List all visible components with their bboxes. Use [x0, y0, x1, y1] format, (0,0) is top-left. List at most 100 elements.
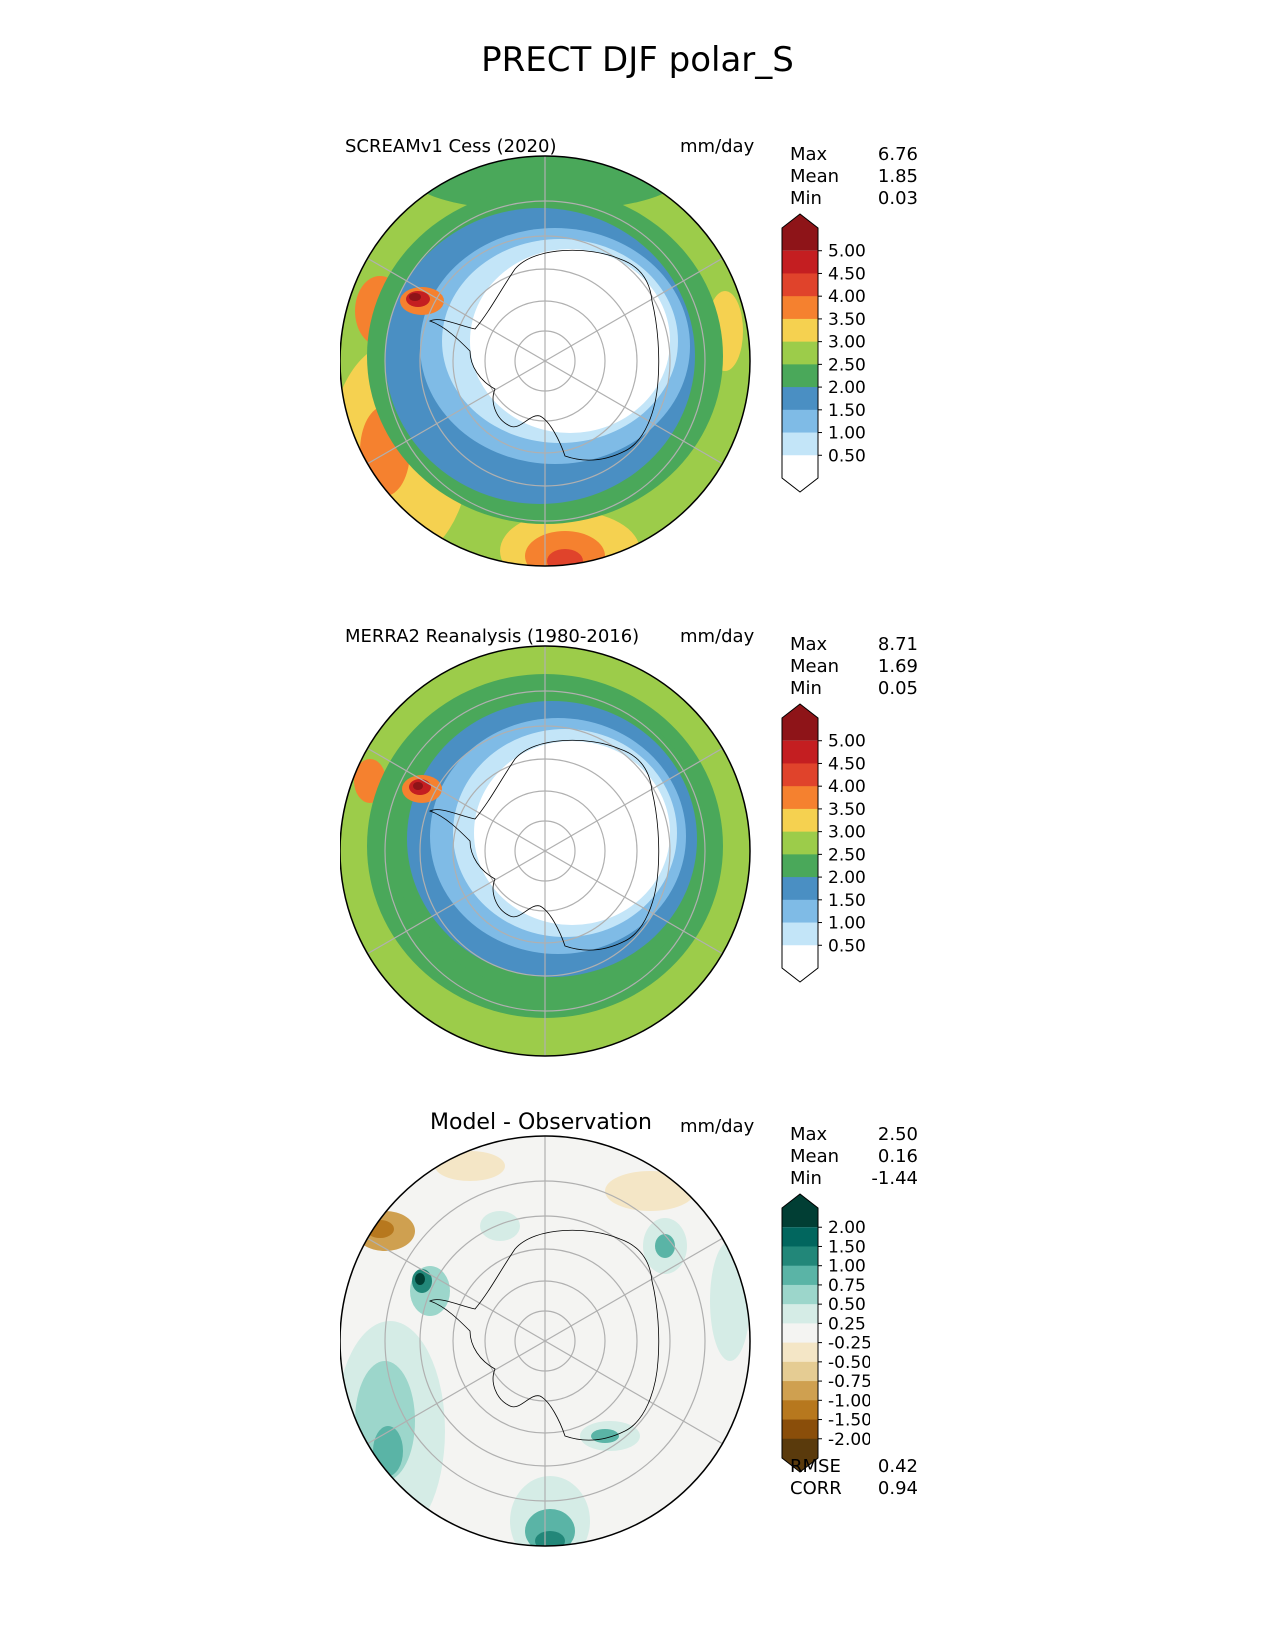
stat-label: Max — [790, 634, 828, 655]
units-label: mm/day — [680, 136, 755, 157]
coastline — [428, 739, 660, 951]
colorbar-swatch — [782, 455, 818, 492]
colorbar-tick-label: 2.00 — [828, 378, 866, 398]
colorbar-tick-label: 5.00 — [828, 732, 866, 752]
colorbar-swatch — [782, 1284, 818, 1305]
error-stats-block: RMSE 0.42 CORR 0.94 — [790, 1456, 918, 1500]
stat-label: CORR — [790, 1478, 842, 1499]
stat-value: 0.94 — [877, 1478, 918, 1499]
colorbar-tick-label: 3.00 — [828, 333, 866, 353]
colorbar-tick-label: 3.50 — [828, 800, 866, 820]
colorbar: 5.004.50 4.00 3.50 3.002.50 2.00 1.50 1.000.50 — [781, 703, 866, 983]
colorbar-swatch — [782, 786, 818, 810]
stat-label: Max — [790, 1124, 828, 1145]
colorbar-swatch — [782, 1400, 818, 1421]
colorbar-swatch — [782, 899, 818, 924]
stat-value: 6.76 — [877, 144, 918, 165]
colorbar-tick-label: 0.75 — [828, 1276, 866, 1296]
stat-value: -1.44 — [871, 1168, 918, 1189]
colorbar-swatch — [782, 341, 818, 365]
colorbar-tick-label: 1.00 — [828, 1257, 866, 1277]
colorbar-outline — [781, 213, 819, 493]
stat-value: 0.05 — [877, 678, 918, 699]
coastline — [428, 249, 660, 461]
colorbar-swatch — [782, 808, 818, 833]
colorbar-swatch — [782, 763, 818, 787]
polar-map-difference — [340, 1135, 751, 1547]
colorbar-swatch — [782, 854, 818, 878]
stat-label: Max — [790, 144, 828, 165]
stat-value: 0.03 — [877, 188, 918, 209]
colorbar-tick-label: 0.25 — [828, 1314, 866, 1334]
colorbar-tick-label: -0.75 — [828, 1372, 870, 1392]
figure-title: PRECT DJF polar_S — [481, 40, 794, 80]
colorbar-tick-label: -0.50 — [828, 1353, 870, 1373]
colorbar-swatch — [782, 432, 818, 456]
colorbar-tick-label: 1.50 — [828, 1237, 866, 1257]
units-label: mm/day — [680, 1116, 755, 1137]
panel-title: MERRA2 Reanalysis (1980-2016) — [345, 626, 640, 647]
colorbar-ticks: 5.004.50 4.00 3.50 3.002.50 2.00 1.50 1.000.50 — [818, 732, 866, 956]
colorbar-swatch — [782, 877, 818, 901]
colorbar-tick-label: 1.50 — [828, 401, 866, 421]
colorbar-swatch — [782, 1342, 818, 1363]
colorbar-swatch — [782, 250, 818, 274]
colorbar-swatch — [782, 1194, 818, 1228]
polar-map-observation — [340, 645, 751, 1057]
polar-map-model — [340, 155, 751, 567]
colorbar-swatch — [782, 1323, 818, 1344]
colorbar-tick-label: 5.00 — [828, 242, 866, 262]
colorbar-tick-label: 2.00 — [828, 868, 866, 888]
graticule — [366, 646, 724, 1056]
colorbar-tick-label: 2.50 — [828, 845, 866, 865]
stat-label: Mean — [790, 656, 840, 677]
colorbar-tick-label: -0.25 — [828, 1334, 870, 1354]
panel-observation: MERRA2 Reanalysis (1980-2016) mm/day Max… — [0, 626, 1275, 1116]
colorbar-tick-label: 4.50 — [828, 264, 866, 284]
colorbar-swatch — [782, 387, 818, 411]
colorbar-outline — [781, 703, 819, 983]
stats-block: Max 8.71 Mean 1.69 Min 0.05 — [790, 634, 918, 700]
stat-value: 1.85 — [877, 166, 918, 187]
stat-value: 0.16 — [877, 1146, 918, 1167]
colorbar-swatch — [782, 273, 818, 297]
colorbar-swatch — [782, 409, 818, 434]
colorbar-swatch — [782, 1419, 818, 1440]
colorbar-swatch — [782, 1438, 818, 1472]
colorbar-tick-label: 1.00 — [828, 914, 866, 934]
colorbar-tick-label: 1.50 — [828, 891, 866, 911]
colorbar-swatch — [782, 922, 818, 946]
colorbar-ticks: 5.004.50 4.00 3.50 3.002.50 2.00 1.50 1.000.50 — [818, 242, 866, 466]
colorbar-tick-label: 0.50 — [828, 936, 866, 956]
colorbar-swatch — [782, 704, 818, 741]
colorbar-tick-label: 3.00 — [828, 823, 866, 843]
colorbar-swatch — [782, 740, 818, 764]
colorbar-tick-label: 4.50 — [828, 754, 866, 774]
graticule — [366, 156, 724, 566]
units-label: mm/day — [680, 626, 755, 647]
stats-block: Max 2.50 Mean 0.16 Min -1.44 — [790, 1124, 918, 1190]
colorbar: 2.001.501.000.750.500.25-0.25-0.50-0.75-… — [781, 1193, 870, 1473]
colorbar-swatch — [782, 1265, 818, 1286]
panel-model: SCREAMv1 Cess (2020) mm/day Max 6.76 Mean… — [0, 136, 1275, 626]
colorbar-tick-label: -1.50 — [828, 1411, 870, 1431]
stat-value: 8.71 — [877, 634, 918, 655]
colorbar-tick-label: 4.00 — [828, 777, 866, 797]
stat-label: Min — [790, 1168, 822, 1189]
coastline — [428, 1229, 660, 1441]
colorbar-swatch — [782, 364, 818, 388]
colorbar-outline — [781, 1193, 819, 1473]
colorbar-swatch — [782, 1381, 818, 1401]
colorbar-swatch — [782, 831, 818, 855]
map-boundary — [340, 1135, 751, 1547]
stats-block: Max 6.76 Mean 1.85 Min 0.03 — [790, 144, 918, 210]
colorbar-swatch — [782, 1361, 818, 1382]
colorbar-tick-label: 0.50 — [828, 1295, 866, 1315]
stat-label: Mean — [790, 1146, 840, 1167]
colorbar-swatch — [782, 214, 818, 251]
stat-label: RMSE — [790, 1456, 841, 1477]
colorbar-swatches — [781, 703, 819, 983]
map-boundary — [340, 155, 751, 567]
colorbar-swatch — [782, 1304, 818, 1324]
colorbar-tick-label: -2.00 — [828, 1430, 870, 1450]
